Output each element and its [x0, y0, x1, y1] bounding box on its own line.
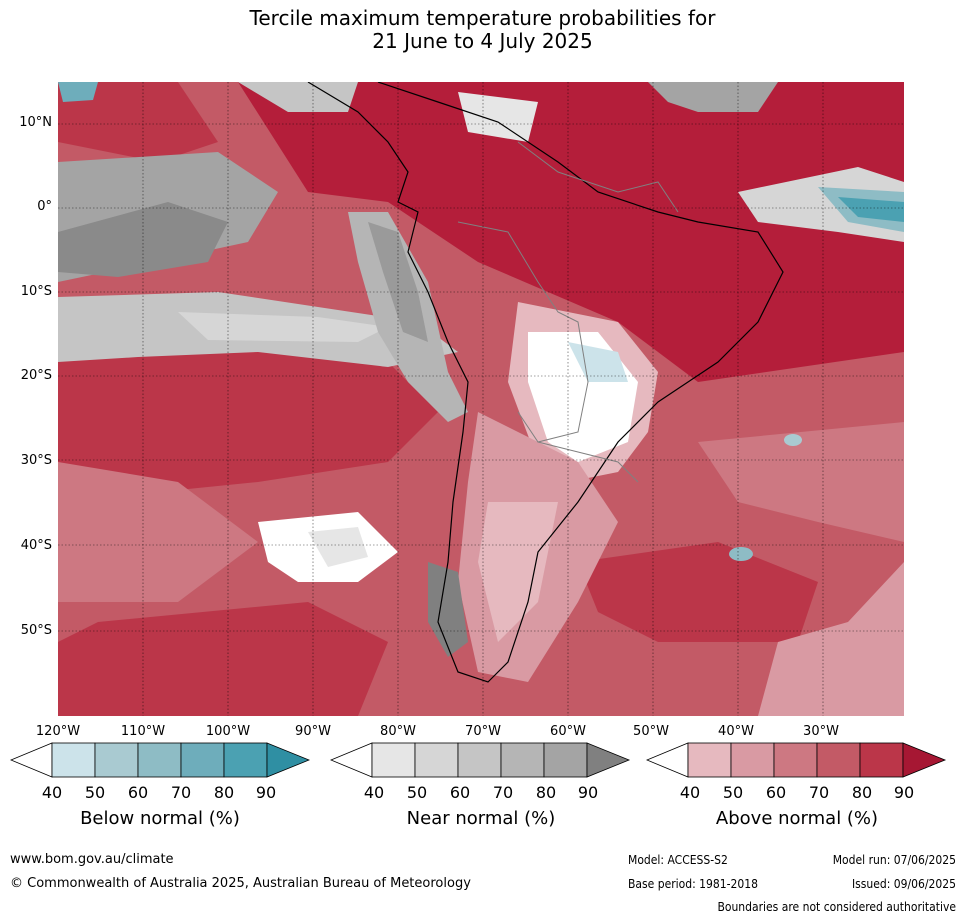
below-bin-5 — [223, 742, 268, 778]
below-bin-4 — [180, 742, 225, 778]
near-bin-0 — [330, 742, 373, 778]
below-bin-3 — [137, 742, 182, 778]
above-tick-80: 80 — [851, 783, 873, 802]
lat-label-10n: 10°N — [19, 115, 52, 130]
near-normal-colorbar — [330, 742, 631, 778]
above-bin-3 — [773, 742, 818, 778]
lon-label-30w: 30°W — [803, 724, 839, 739]
base-period: Base period: 1981-2018 — [628, 877, 759, 891]
below-bin-1 — [51, 742, 96, 778]
copyright-text: © Commonwealth of Australia 2025, Austra… — [10, 876, 471, 891]
probability-map — [58, 82, 904, 716]
above-normal-title: Above normal (%) — [715, 808, 879, 829]
lat-label-30s: 30°S — [20, 453, 52, 468]
lat-label-20s: 20°S — [20, 368, 52, 383]
below-bin-0 — [10, 742, 53, 778]
above-bin-2 — [730, 742, 775, 778]
lon-label-70w: 70°W — [465, 724, 501, 739]
above-bin-4 — [816, 742, 861, 778]
near-bin-3 — [457, 742, 502, 778]
lon-label-60w: 60°W — [550, 724, 586, 739]
above-bin-0 — [646, 742, 689, 778]
near-bin-2 — [414, 742, 459, 778]
above-normal-colorbar — [646, 742, 947, 778]
lon-label-90w: 90°W — [295, 724, 331, 739]
near-tick-80: 80 — [535, 783, 557, 802]
near-tick-90: 90 — [577, 783, 599, 802]
website-link[interactable]: www.bom.gov.au/climate — [10, 852, 174, 867]
above-tick-70: 70 — [808, 783, 830, 802]
issued-date: Issued: 09/06/2025 — [851, 877, 956, 891]
below-normal-title: Below normal (%) — [80, 808, 240, 829]
below-tick-80: 80 — [213, 783, 235, 802]
lat-label-50s: 50°S — [20, 623, 52, 638]
near-normal-title: Near normal (%) — [406, 808, 556, 829]
above-tick-40: 40 — [679, 783, 701, 802]
map-title-line-2: 21 June to 4 July 2025 — [372, 29, 593, 53]
above-tick-90: 90 — [893, 783, 915, 802]
near-bin-5 — [543, 742, 588, 778]
below-normal-colorbar — [10, 742, 310, 778]
above-bin-1 — [687, 742, 732, 778]
near-bin-6 — [586, 742, 631, 778]
near-tick-40: 40 — [363, 783, 385, 802]
below-bin-2 — [94, 742, 139, 778]
below-bin-6 — [266, 742, 310, 778]
above-tick-50: 50 — [722, 783, 744, 802]
map-title-line-1: Tercile maximum temperature probabilitie… — [249, 6, 716, 30]
above-bin-5 — [859, 742, 904, 778]
below-tick-50: 50 — [84, 783, 106, 802]
lat-label-10s: 10°S — [20, 284, 52, 299]
boundary-disclaimer: Boundaries are not considered authoritat… — [717, 900, 956, 914]
above-bin-6 — [902, 742, 947, 778]
near-tick-50: 50 — [406, 783, 428, 802]
near-bin-1 — [371, 742, 416, 778]
lat-label-40s: 40°S — [20, 538, 52, 553]
lon-label-120w: 120°W — [35, 724, 81, 739]
below-tick-60: 60 — [127, 783, 149, 802]
near-bin-4 — [500, 742, 545, 778]
near-tick-60: 60 — [449, 783, 471, 802]
lon-label-80w: 80°W — [380, 724, 416, 739]
lon-label-100w: 100°W — [205, 724, 251, 739]
below-tick-40: 40 — [41, 783, 63, 802]
below-tick-90: 90 — [255, 783, 277, 802]
lon-label-110w: 110°W — [120, 724, 166, 739]
above-tick-60: 60 — [765, 783, 787, 802]
lon-label-50w: 50°W — [633, 724, 669, 739]
near-tick-70: 70 — [492, 783, 514, 802]
lat-label-0: 0° — [37, 199, 52, 214]
model-run: Model run: 07/06/2025 — [832, 853, 956, 867]
below-tick-70: 70 — [170, 783, 192, 802]
model-name: Model: ACCESS-S2 — [628, 853, 728, 867]
lon-label-40w: 40°W — [718, 724, 754, 739]
